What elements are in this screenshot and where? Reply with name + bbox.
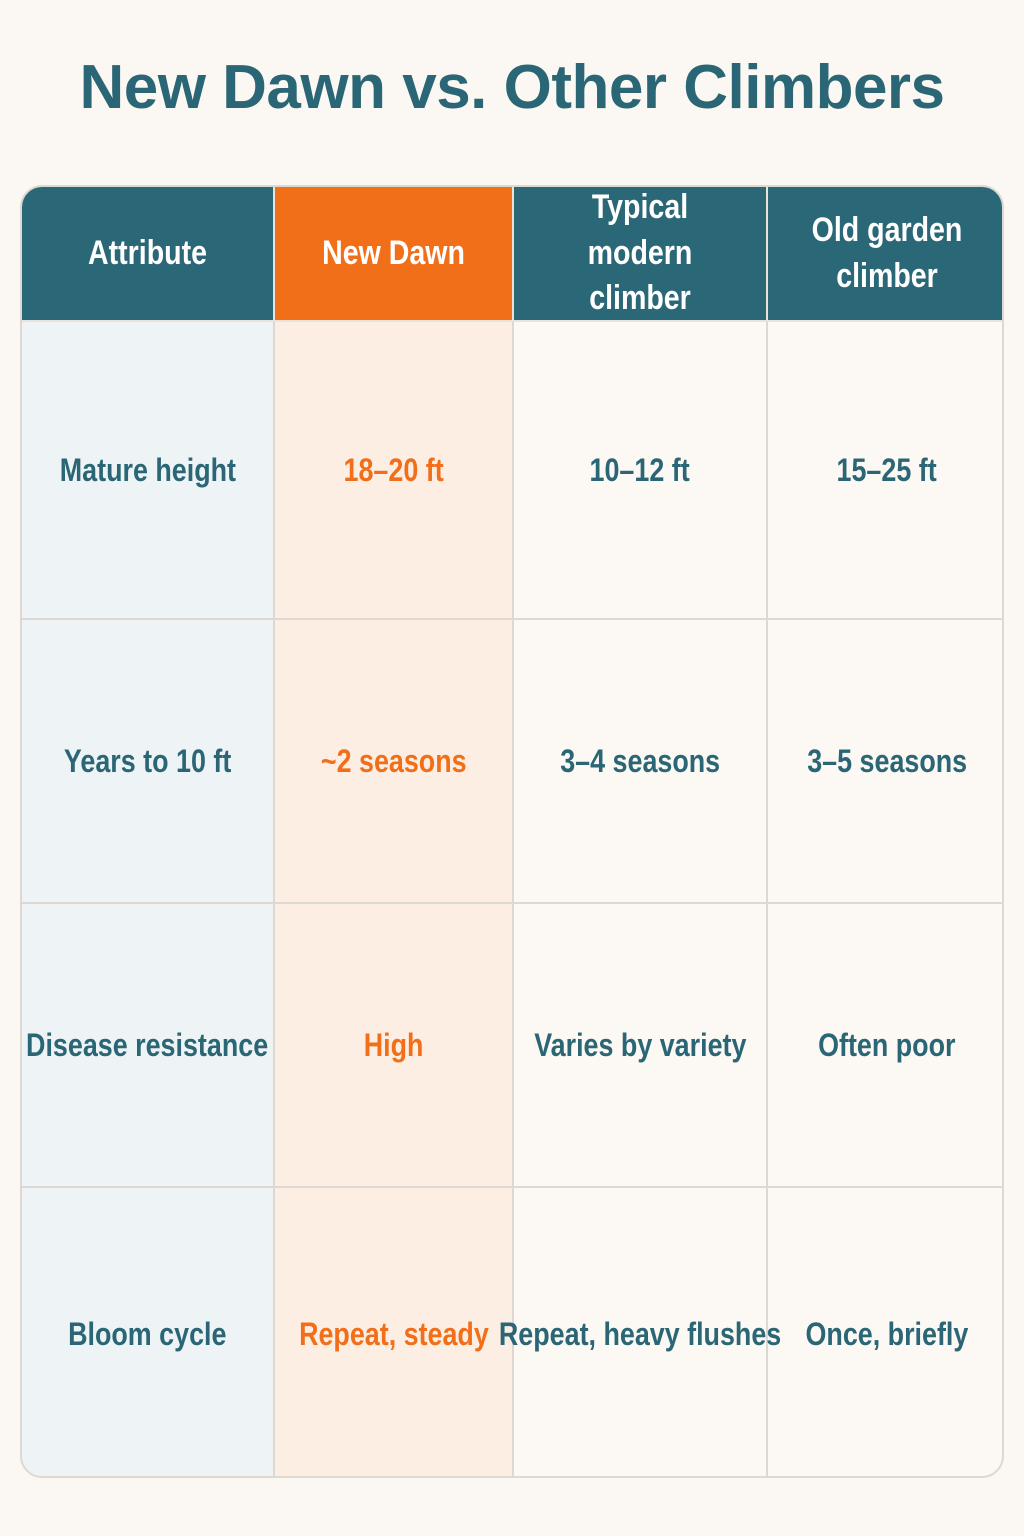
row-label: Mature height (22, 322, 275, 620)
table-cell-text: 15–25 ft (836, 451, 938, 488)
table-cell-text: High (363, 1026, 424, 1063)
row-label-text: Years to 10 ft (63, 742, 232, 779)
comparison-table: Attribute New Dawn Typical modern climber O… (20, 185, 1004, 1478)
table-cell-text: 3–4 seasons (560, 742, 720, 779)
header-cell-text: New Dawn (322, 233, 465, 272)
table-cell: Often poor (768, 904, 1002, 1188)
table-cell-text: Once, briefly (805, 1315, 969, 1352)
table-cell-text: Often poor (818, 1026, 956, 1063)
row-label: Disease resistance (22, 904, 275, 1188)
row-label-text: Bloom cycle (68, 1315, 227, 1352)
table-cell: 18–20 ft (275, 322, 514, 620)
table-cell: 3–4 seasons (514, 620, 768, 904)
header-cell: Attribute (22, 187, 275, 322)
table-cell: 10–12 ft (514, 322, 768, 620)
table-cell-text: ~2 seasons (320, 742, 467, 779)
table-cell: High (275, 904, 514, 1188)
header-cell: Old garden climber (768, 187, 1002, 322)
table-cell: Once, briefly (768, 1188, 1002, 1476)
row-label: Bloom cycle (22, 1188, 275, 1476)
table-cell: Repeat, steady (275, 1188, 514, 1476)
table-cell-text: Repeat, steady (298, 1315, 489, 1352)
table-cell: Varies by variety (514, 904, 768, 1188)
table-cell: ~2 seasons (275, 620, 514, 904)
header-cell: Typical modern climber (514, 187, 768, 322)
table-cell-text: 10–12 ft (589, 451, 691, 488)
title: New Dawn vs. Other Climbers (79, 53, 945, 122)
table-cell-text: 18–20 ft (343, 451, 444, 488)
header-cell: New Dawn (275, 187, 514, 322)
row-label-text: Mature height (59, 451, 236, 488)
header-cell-text: Old garden climber (811, 210, 963, 295)
table-cell: Repeat, heavy flushes (499, 1188, 781, 1476)
row-label-text: Disease resistance (26, 1026, 269, 1063)
row-label: Years to 10 ft (22, 620, 275, 904)
table-cell: 3–5 seasons (768, 620, 1002, 904)
table-cell-text: Varies by variety (533, 1026, 747, 1063)
table-cell-text: Repeat, heavy flushes (498, 1315, 782, 1352)
table-cell-text: 3–5 seasons (807, 742, 967, 779)
table-cell: 15–25 ft (768, 322, 1002, 620)
header-cell-text: Typical modern climber (587, 187, 693, 318)
header-cell-text: Attribute (88, 233, 207, 272)
